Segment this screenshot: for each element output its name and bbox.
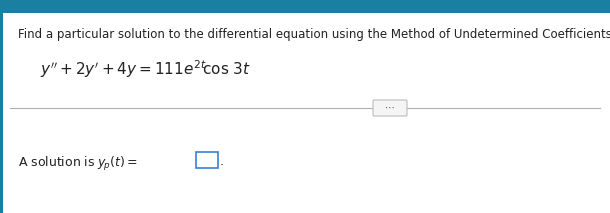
Text: .: . xyxy=(220,155,224,168)
Bar xyxy=(0,13,3,213)
Bar xyxy=(0,0,610,13)
Text: ⋯: ⋯ xyxy=(385,103,395,113)
FancyBboxPatch shape xyxy=(373,100,407,116)
Text: A solution is $y_{\!p}(t) =$: A solution is $y_{\!p}(t) =$ xyxy=(18,155,138,173)
Bar xyxy=(196,152,218,168)
Text: $y'' + 2y' + 4y = 111e^{2t}\!\cos\,3t$: $y'' + 2y' + 4y = 111e^{2t}\!\cos\,3t$ xyxy=(40,58,251,80)
Text: Find a particular solution to the differential equation using the Method of Unde: Find a particular solution to the differ… xyxy=(18,28,610,41)
